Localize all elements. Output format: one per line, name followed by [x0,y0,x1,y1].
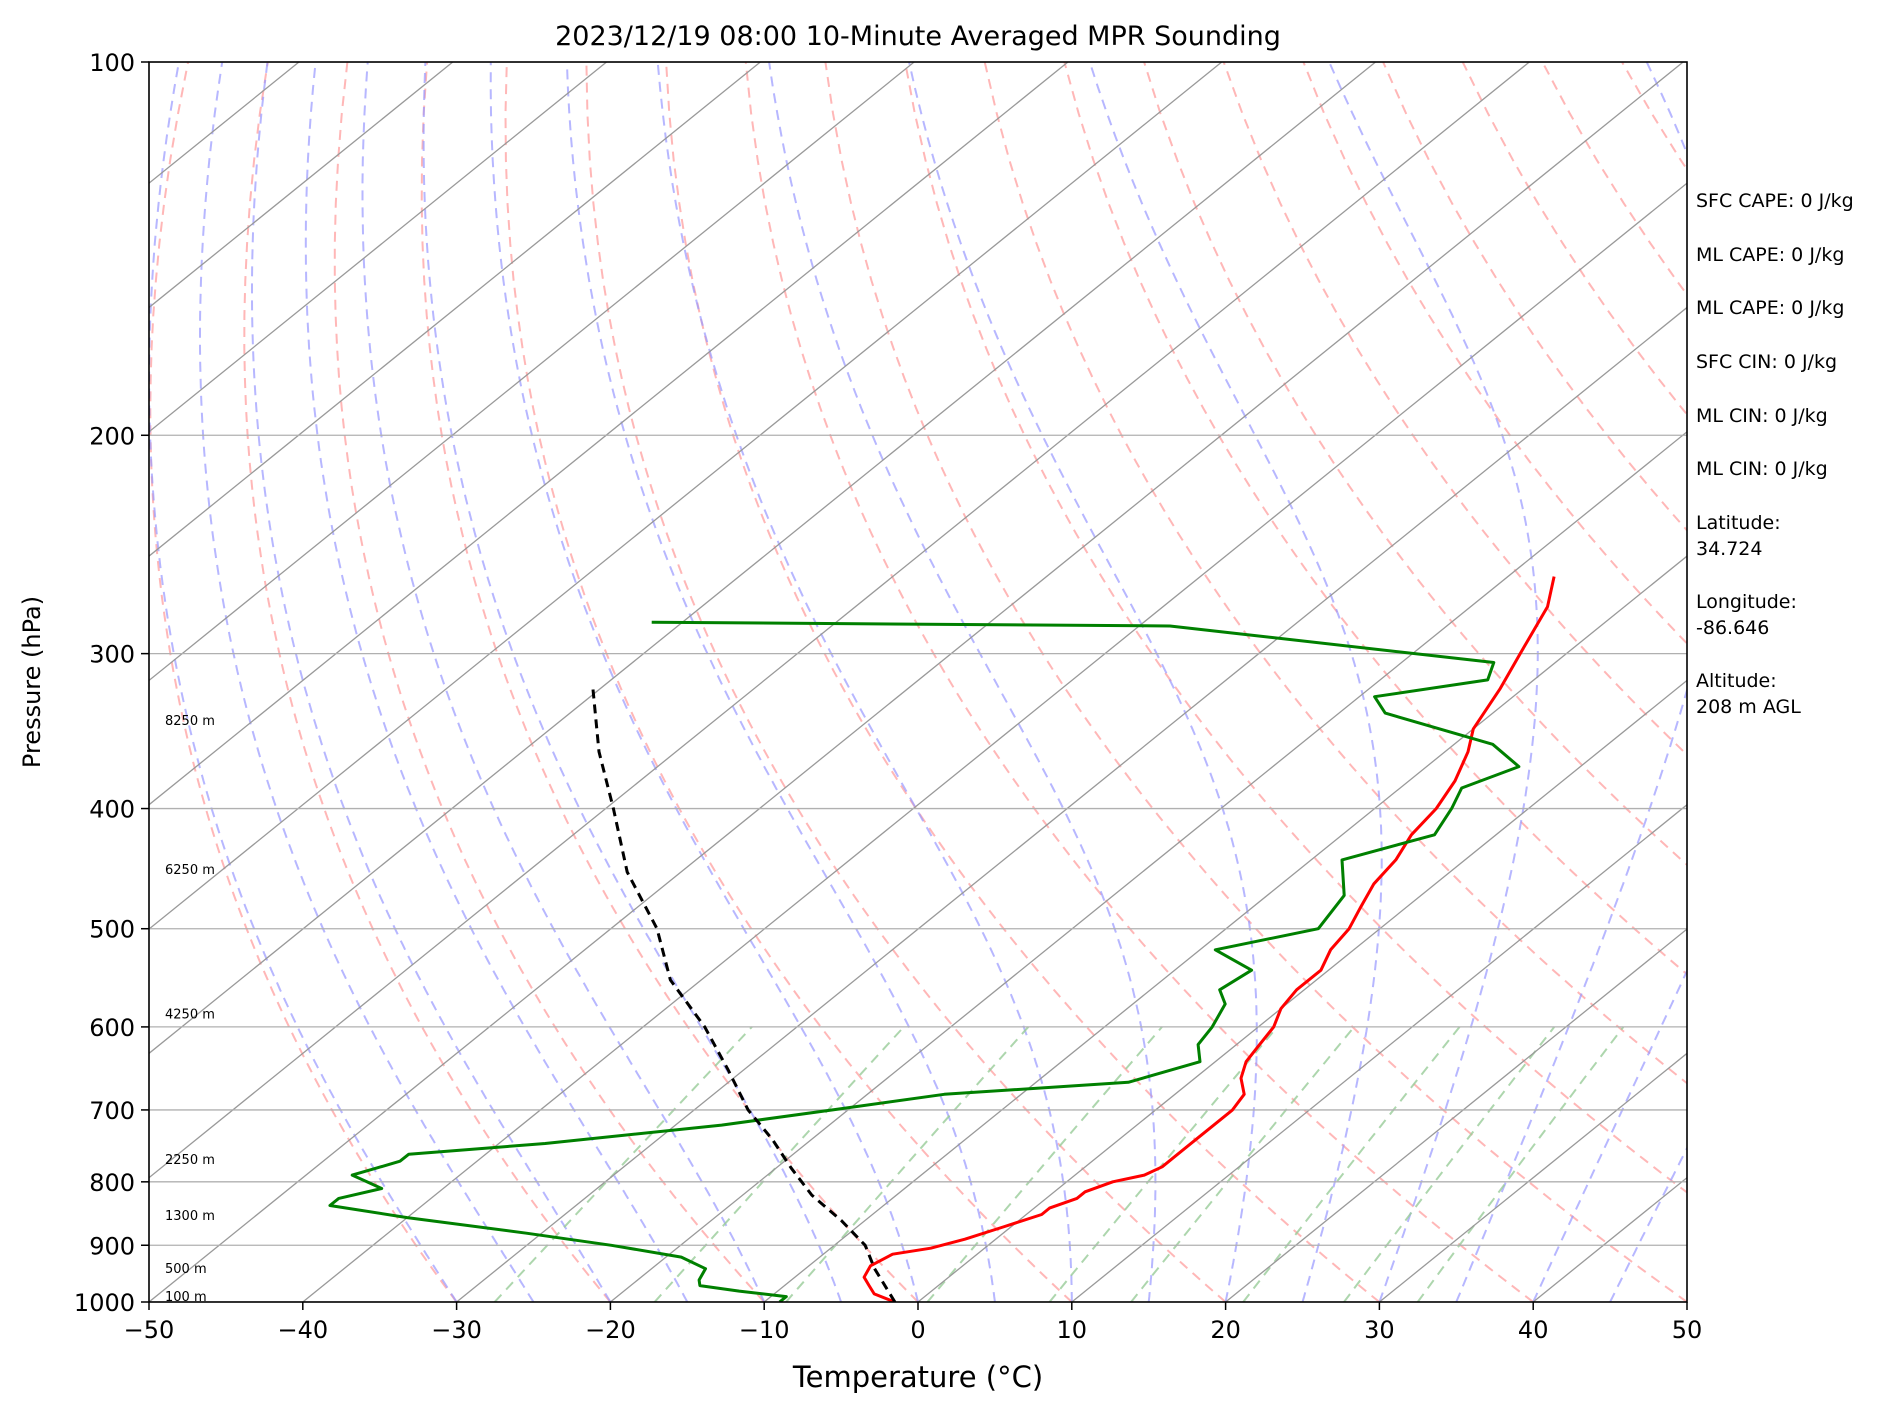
x-tick-label: 40 [1518,1316,1549,1344]
series-group [328,576,1556,1302]
isotherm-line [1071,803,1687,1302]
x-tick-label: 10 [1057,1316,1088,1344]
moist-adiabat [251,62,612,1302]
dry-adiabat [585,62,1227,1302]
x-tick-label: 20 [1210,1316,1241,1344]
stat-text: ML CIN: 0 J/kg [1696,458,1828,480]
grid [149,62,1687,1302]
isotherm-line [149,62,915,682]
dry-adiabat [504,62,1073,1302]
y-tick-label: 500 [89,916,135,944]
y-tick-label: 700 [89,1097,135,1125]
moist-adiabat [1455,62,1687,1302]
mixing-ratio-line [1416,1026,1625,1302]
x-tick-label: −30 [431,1316,482,1344]
isotherm-line [1225,928,1687,1302]
stat-text: ML CAPE: 0 J/kg [1696,297,1845,319]
y-tick-label: 1000 [74,1289,135,1317]
parcel-line [591,688,897,1302]
height-label: 500 m [165,1262,207,1277]
y-axis-label: Pressure (hPa) [18,596,46,768]
stat-text: SFC CAPE: 0 J/kg [1696,190,1854,212]
height-label: 6250 m [165,863,215,878]
moist-adiabat [656,62,1073,1302]
isotherm-line [149,62,1684,1302]
y-tick-label: 900 [89,1232,135,1260]
y-axis: 1000 900 800 700 600 500 400 300 200 100 [74,49,149,1317]
stat-text: ML CAPE: 0 J/kg [1696,244,1845,266]
stat-text: Longitude: -86.646 [1696,591,1797,639]
isotherm-line [917,679,1687,1302]
y-tick-label: 400 [89,796,135,824]
x-axis-label: Temperature (°C) [792,1360,1043,1394]
x-tick-label: 30 [1364,1316,1395,1344]
height-label: 2250 m [165,1153,215,1168]
dry-adiabat [243,62,612,1302]
reference-lines [149,62,1687,1302]
x-axis: −50 −40 −30 −20 −10 0 10 20 30 40 50 [124,1302,1703,1344]
moist-adiabat [565,62,996,1302]
stat-text: SFC CIN: 0 J/kg [1696,351,1838,373]
height-label: 8250 m [165,714,215,729]
isotherm-line [149,62,607,433]
isotherm-line [149,62,1069,806]
y-tick-label: 800 [89,1169,135,1197]
x-tick-label: −50 [124,1316,175,1344]
mixing-ratio-line [1242,1026,1461,1302]
stat-text: Latitude: 34.724 [1696,512,1781,560]
dewpoint-line [328,620,1521,1302]
dry-adiabat [333,62,765,1302]
stat-text: Altitude: 208 m AGL [1696,670,1801,718]
dry-adiabat [824,62,1687,1302]
isotherm-line [1378,1052,1687,1302]
y-tick-label: 100 [89,49,135,77]
x-tick-label: −10 [739,1316,790,1344]
moist-adiabat [489,62,919,1302]
isotherm-line [609,430,1687,1302]
isotherm-line [149,62,1223,930]
dry-adiabat [1143,62,1687,867]
temperature-line [862,576,1556,1302]
chart-title: 2023/12/19 08:00 10-Minute Averaged MPR … [555,21,1281,52]
y-tick-label: 200 [89,422,135,450]
dry-adiabat [1063,62,1687,976]
y-tick-label: 600 [89,1014,135,1042]
isotherm-line [763,555,1687,1302]
dry-adiabat [665,62,1381,1302]
x-tick-label: 0 [910,1316,925,1344]
moist-adiabat [908,62,1258,1302]
mixing-ratio-line [1343,1026,1556,1302]
stat-text: ML CIN: 0 J/kg [1696,405,1828,427]
moist-adiabat [149,62,458,1302]
isotherm-line [302,182,1687,1302]
isotherm-line [149,62,761,557]
height-label: 4250 m [165,1007,215,1022]
mixing-ratio-line [493,1026,753,1302]
isotherm-line [149,62,1530,1179]
y-tick-label: 300 [89,641,135,669]
x-tick-label: −40 [277,1316,328,1344]
moist-adiabat [199,62,535,1302]
isotherm-line [456,306,1687,1302]
isotherm-line [149,62,1376,1055]
height-label: 1300 m [165,1209,215,1224]
moist-adiabat [1088,62,1383,1302]
x-tick-label: 50 [1672,1316,1703,1344]
moist-adiabat [422,62,843,1302]
dry-adiabat [904,62,1687,1194]
x-tick-label: −20 [585,1316,636,1344]
dry-adiabat [744,62,1534,1302]
isotherm-line [149,62,454,309]
moist-adiabat [768,62,1157,1302]
